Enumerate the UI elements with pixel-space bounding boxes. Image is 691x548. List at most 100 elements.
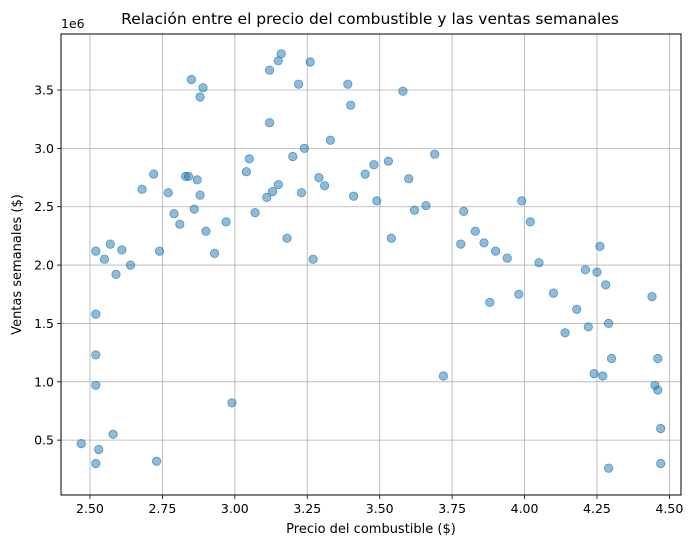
data-point: [91, 246, 101, 256]
data-point: [293, 79, 304, 89]
data-point: [404, 174, 414, 184]
data-point: [308, 254, 318, 264]
data-point: [149, 169, 159, 179]
data-point: [105, 239, 115, 249]
y-axis-ticks: 0.5 1.0 1.5 2.0 2.5 3.0 3.5: [34, 83, 61, 448]
chart-title: Relación entre el precio del combustible…: [121, 10, 619, 28]
data-point: [656, 423, 666, 434]
data-point: [583, 322, 593, 332]
x-tick-label: 4.00: [511, 501, 539, 516]
data-point: [99, 254, 110, 264]
data-point: [175, 219, 185, 229]
x-tick-label: 2.50: [76, 501, 104, 516]
data-point: [276, 49, 286, 59]
data-point: [262, 192, 272, 202]
data-point: [479, 238, 489, 248]
data-point: [517, 196, 527, 206]
data-point: [525, 217, 535, 227]
data-point: [560, 328, 570, 338]
data-point: [398, 86, 408, 96]
x-axis-label: Precio del combustible ($): [286, 522, 456, 537]
x-tick-label: 3.25: [293, 501, 321, 516]
data-point: [163, 188, 173, 198]
data-point: [603, 318, 614, 328]
data-point: [108, 429, 118, 439]
data-point: [305, 57, 315, 67]
data-point: [514, 289, 524, 299]
data-point: [195, 92, 205, 102]
data-point: [603, 463, 614, 473]
data-point: [319, 181, 330, 191]
data-point: [490, 246, 501, 256]
data-point: [117, 245, 127, 255]
data-point: [360, 169, 370, 179]
data-point: [264, 118, 275, 128]
data-point: [183, 171, 194, 181]
data-point: [210, 248, 220, 258]
data-point: [502, 253, 512, 263]
data-point: [653, 353, 663, 364]
data-point: [383, 156, 393, 166]
data-point: [137, 184, 147, 194]
y-tick-label: 2.5: [34, 199, 54, 214]
data-point: [250, 208, 260, 218]
x-tick-label: 4.50: [655, 501, 683, 516]
data-point: [369, 160, 379, 170]
data-point: [201, 226, 211, 236]
data-point: [94, 444, 104, 455]
data-point: [91, 350, 101, 360]
data-point: [386, 233, 396, 243]
data-point: [241, 167, 251, 177]
data-point: [288, 151, 298, 162]
x-tick-label: 2.75: [148, 501, 176, 516]
data-point: [595, 241, 605, 251]
data-point: [154, 246, 165, 256]
data-point: [91, 309, 101, 319]
data-point: [598, 371, 608, 381]
data-point: [372, 196, 382, 206]
data-point: [195, 190, 205, 200]
data-point: [343, 79, 353, 89]
data-point: [125, 260, 136, 270]
data-point: [152, 456, 162, 466]
y-tick-label: 3.5: [34, 83, 54, 98]
y-offset-label: 1e6: [61, 16, 85, 31]
data-point: [169, 209, 179, 219]
x-tick-label: 3.00: [221, 501, 249, 516]
data-point: [346, 100, 356, 110]
data-point: [459, 206, 469, 216]
data-point: [273, 180, 283, 190]
x-tick-label: 4.25: [583, 501, 611, 516]
data-point: [485, 297, 495, 307]
data-points: [76, 49, 666, 473]
data-point: [647, 291, 657, 302]
data-point: [348, 191, 359, 201]
data-point: [192, 175, 202, 185]
data-point: [198, 83, 208, 93]
data-point: [653, 385, 663, 395]
data-point: [534, 258, 544, 268]
data-point: [267, 187, 278, 197]
y-tick-label: 1.5: [34, 316, 54, 331]
data-point: [189, 204, 199, 214]
data-point: [430, 149, 440, 159]
data-point: [282, 233, 292, 243]
data-point: [299, 143, 309, 153]
data-point: [548, 288, 559, 298]
data-point: [221, 217, 231, 227]
data-point: [314, 173, 324, 183]
y-tick-label: 1.0: [34, 374, 54, 389]
data-point: [456, 239, 466, 249]
data-point: [264, 65, 275, 75]
data-point: [76, 438, 86, 449]
data-point: [325, 135, 335, 145]
data-point: [244, 154, 254, 164]
data-point: [592, 267, 602, 277]
data-point: [589, 368, 599, 379]
data-point: [656, 458, 666, 469]
plot-frame: [60, 33, 682, 496]
y-tick-label: 2.0: [34, 258, 54, 273]
data-point: [296, 188, 307, 198]
data-point: [227, 398, 237, 408]
